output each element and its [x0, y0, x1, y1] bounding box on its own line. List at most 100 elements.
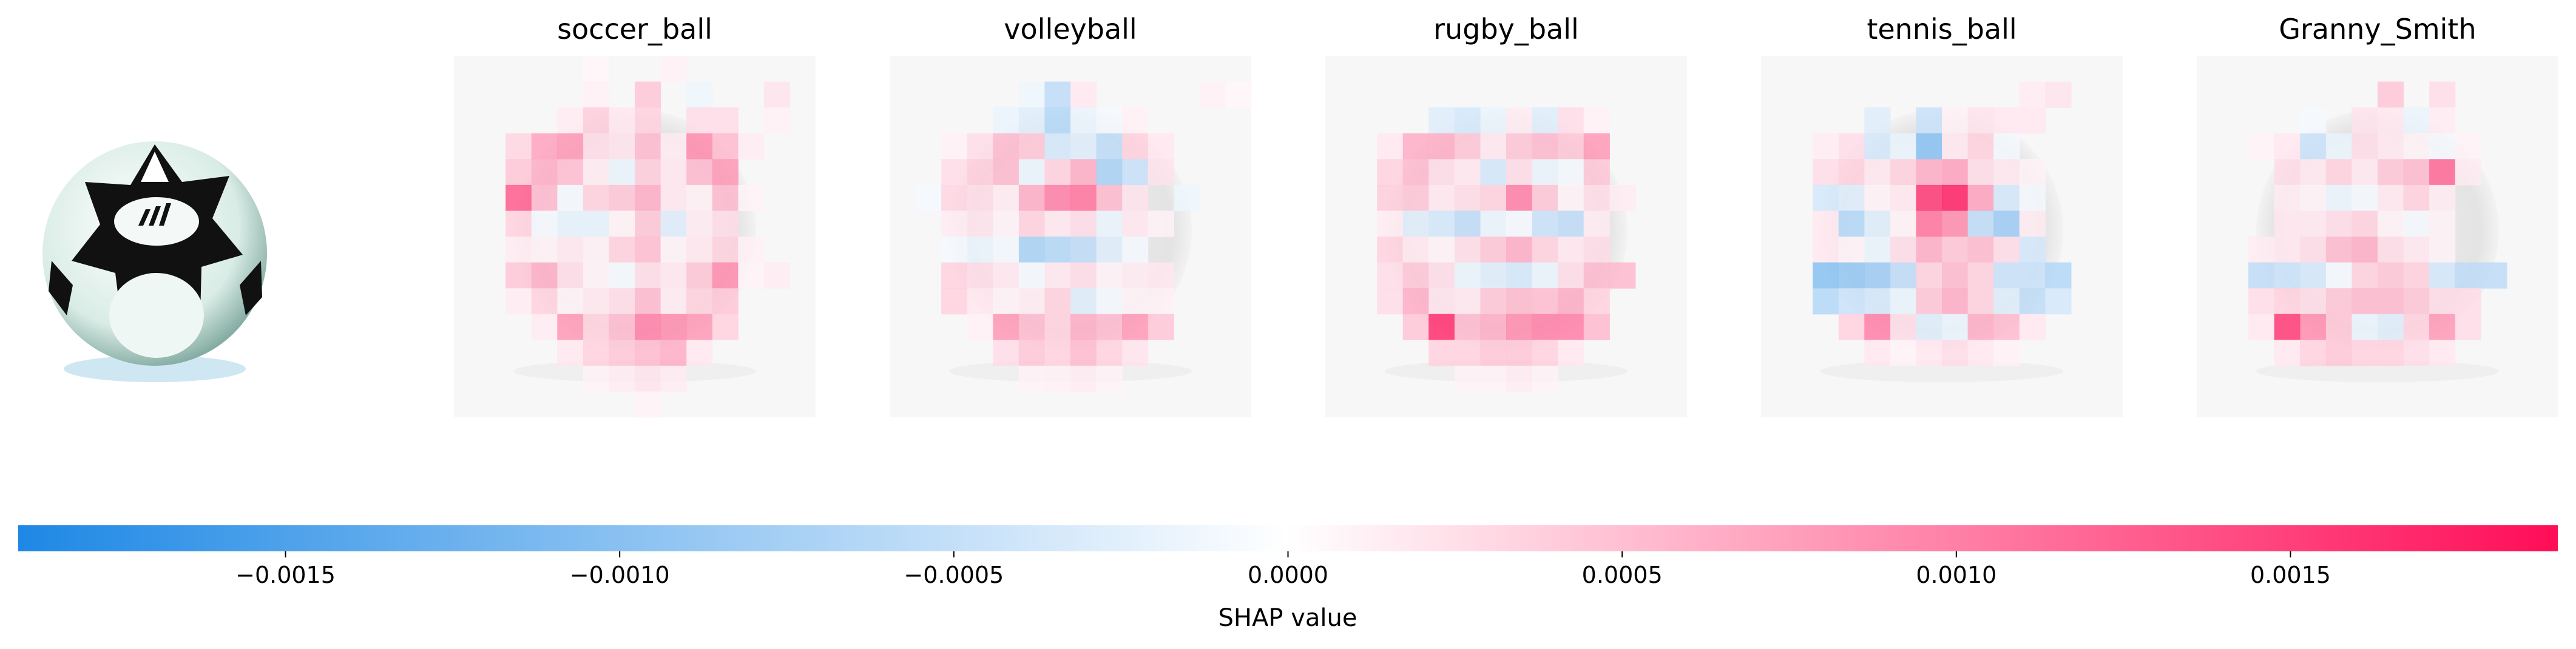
colorbar-bar	[18, 525, 2558, 551]
heatmap-cell	[1916, 262, 1942, 289]
heatmap-cell	[1428, 184, 1455, 212]
heatmap-cell	[2378, 107, 2404, 134]
heatmap-cell	[2429, 184, 2456, 212]
heatmap-cell	[967, 288, 993, 315]
heatmap-cell	[941, 288, 968, 315]
heatmap-cell	[1377, 288, 1404, 315]
heatmap-cell	[635, 391, 661, 418]
heatmap-cell	[557, 159, 584, 186]
heatmap-cell	[2351, 288, 2378, 315]
colorbar-ticks: −0.0015 −0.0010 −0.0005 0.0000 0.0005 0.0010 0…	[235, 551, 2331, 588]
heatmap-cell	[712, 237, 739, 263]
heatmap-cell	[1018, 237, 1046, 263]
heatmap-cell	[967, 133, 993, 160]
heatmap-cell	[1506, 340, 1533, 366]
heatmap-cell	[1044, 340, 1071, 366]
heatmap-cell	[1018, 340, 1046, 366]
heatmap-cell	[1454, 159, 1481, 186]
heatmap-cell	[583, 340, 610, 366]
heatmap-cell	[2429, 314, 2456, 340]
heatmap-cell	[1813, 288, 1839, 315]
heatmap-cell	[2325, 133, 2353, 160]
heatmap-cell	[2300, 340, 2327, 366]
heatmap-cell	[1890, 184, 1917, 212]
heatmap-cell	[1942, 262, 1969, 289]
heatmap-cell	[557, 237, 584, 263]
heatmap-cell	[686, 184, 713, 212]
heatmap-cell	[1044, 210, 1071, 237]
heatmap-cell	[505, 133, 532, 160]
heatmap-cell	[660, 56, 687, 82]
heatmap-cell	[2019, 81, 2046, 108]
heatmap-cell	[1813, 184, 1839, 212]
heatmap-cell	[1044, 365, 1071, 392]
heatmap-cell	[712, 210, 739, 237]
heatmap-cell	[635, 210, 661, 237]
heatmap-cell	[1838, 237, 1865, 263]
heatmap-cell	[583, 107, 610, 134]
heatmap-cell	[2325, 262, 2353, 289]
heatmap-cell	[2274, 159, 2300, 186]
heatmap-cell	[993, 340, 1019, 366]
heatmap-cell	[1890, 237, 1917, 263]
heatmap-cell	[2429, 159, 2456, 186]
heatmap-cell	[1377, 184, 1404, 212]
heatmap-cell	[1044, 81, 1071, 108]
heatmap-cell	[1532, 133, 1558, 160]
heatmap-cell	[1890, 288, 1917, 315]
heatmap-cell	[1480, 133, 1507, 160]
heatmap-cell	[1148, 262, 1174, 289]
heatmap-cell	[2300, 107, 2327, 134]
heatmap-cell	[686, 210, 713, 237]
heatmap-cell	[1454, 262, 1481, 289]
heatmap-cell	[2378, 159, 2404, 186]
heatmap-cell	[531, 159, 558, 186]
heatmap-cell	[1122, 107, 1149, 134]
heatmap-cell	[738, 237, 765, 263]
heatmap-cell	[1532, 288, 1558, 315]
heatmap-cell	[1428, 210, 1455, 237]
heatmap-cell	[1506, 133, 1533, 160]
colorbar-tick-label: −0.0005	[904, 562, 1004, 588]
heatmap-cell	[1402, 159, 1429, 186]
heatmap-cell	[1838, 314, 1865, 340]
heatmap-cell	[712, 314, 739, 340]
heatmap-cell	[1583, 107, 1610, 134]
heatmap-cell	[1916, 107, 1942, 134]
heatmap-cell	[1993, 288, 2020, 315]
heatmap-cell	[1044, 288, 1071, 315]
heatmap-cell	[557, 288, 584, 315]
heatmap-cell	[635, 237, 661, 263]
heatmap-cell	[1864, 314, 1891, 340]
heatmap-cell	[2429, 288, 2456, 315]
heatmap-cell	[1225, 81, 1252, 108]
heatmap-cell	[1967, 107, 1994, 134]
heatmap-cell	[1838, 262, 1865, 289]
heatmap-cell	[2378, 210, 2404, 237]
heatmap-cell	[1967, 184, 1994, 212]
heatmap-cell	[2248, 262, 2275, 289]
panel-volleyball: volleyball	[890, 13, 1252, 417]
heatmap-cell	[1967, 210, 1994, 237]
heatmap-cell	[1864, 107, 1891, 134]
heatmap-cell	[2403, 133, 2430, 160]
heatmap-cell	[505, 288, 532, 315]
heatmap-cell	[686, 288, 713, 315]
heatmap-cell	[967, 159, 993, 186]
heatmap-cell	[738, 262, 765, 289]
heatmap-cell	[1609, 262, 1636, 289]
heatmap-cell	[1044, 184, 1071, 212]
colorbar-tick-label: −0.0010	[570, 562, 670, 588]
heatmap-cell	[1942, 340, 1969, 366]
heatmap-cell	[1044, 133, 1071, 160]
heatmap-cell	[2429, 262, 2456, 289]
heatmap-cell	[583, 159, 610, 186]
heatmap-cell	[1148, 288, 1174, 315]
heatmap-cell	[2481, 262, 2507, 289]
heatmap-cell	[557, 314, 584, 340]
heatmap-cell	[993, 107, 1019, 134]
panel-Granny_Smith: Granny_Smith	[2197, 13, 2558, 417]
heatmap-cell	[1506, 210, 1533, 237]
heatmap-cell	[1609, 184, 1636, 212]
heatmap-cell	[2019, 288, 2046, 315]
